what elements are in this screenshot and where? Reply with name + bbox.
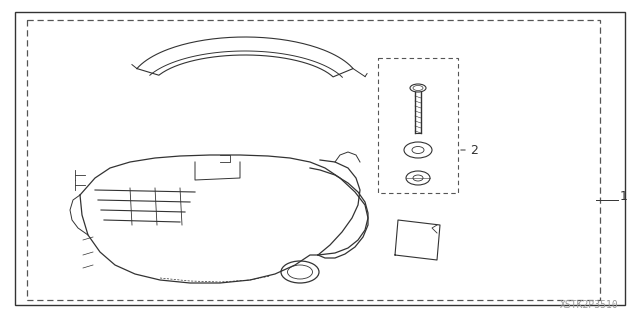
Text: 1: 1	[620, 189, 628, 203]
Ellipse shape	[412, 146, 424, 153]
Ellipse shape	[413, 85, 423, 91]
Ellipse shape	[404, 142, 432, 158]
Polygon shape	[395, 220, 440, 260]
Ellipse shape	[406, 171, 430, 185]
Text: 2: 2	[470, 144, 478, 157]
Polygon shape	[137, 37, 353, 77]
Ellipse shape	[281, 261, 319, 283]
Ellipse shape	[410, 84, 426, 92]
Ellipse shape	[413, 175, 423, 181]
Bar	[378, 58, 458, 193]
Bar	[27, 20, 600, 300]
Text: XSTK2P3510: XSTK2P3510	[560, 300, 619, 310]
Ellipse shape	[287, 265, 312, 279]
